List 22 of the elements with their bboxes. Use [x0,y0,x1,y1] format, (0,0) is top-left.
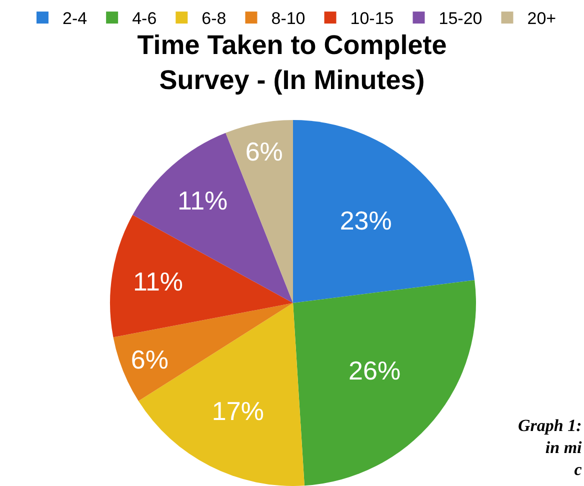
data-label: 11% [178,185,228,216]
legend-label: 4-6 [132,9,157,28]
pie-slice [110,214,293,338]
pie-slice [293,120,475,303]
pie-slice [226,120,293,303]
legend-label: 2-4 [62,9,88,28]
data-label: 6% [245,136,283,167]
data-label: 23% [340,205,392,236]
data-label: 17% [212,396,264,426]
text: Time Taken to Complete Survey - (In Minutes) [137,30,447,96]
legend-label: 8-10 [271,9,306,28]
caption: Graph 1: in mi c [518,416,582,480]
data-label: 11% [132,266,184,297]
data-label: 6% [130,344,168,375]
data-label: 26% [348,355,401,386]
pie-slice [293,280,476,486]
legend-label: 6-8 [202,9,226,28]
legend-label: 10-15 [350,9,394,28]
pie-slice [132,132,293,303]
legend-label: 20+ [527,9,556,28]
legend-label: 15-20 [438,9,482,28]
pie-slice [113,303,293,402]
